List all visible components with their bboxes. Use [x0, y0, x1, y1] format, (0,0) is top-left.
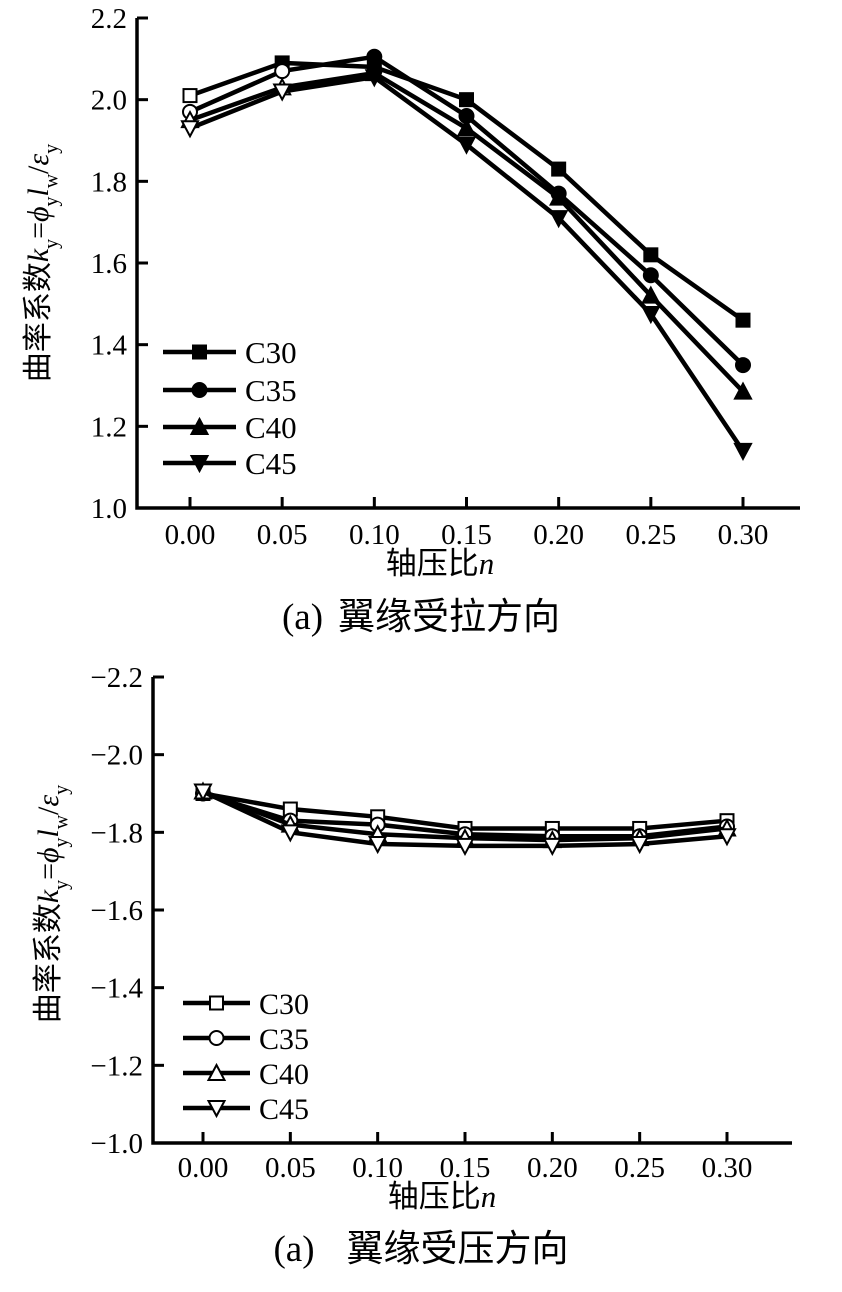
- x-tick-label: 0.05: [265, 1152, 316, 1184]
- x-tick-label: 0.20: [527, 1152, 578, 1184]
- y-tick-label: −1.8: [90, 817, 143, 849]
- series-marker-C45: [280, 824, 301, 843]
- series-marker-C45: [630, 835, 650, 855]
- series-marker-C30: [459, 92, 474, 108]
- series-marker-C45: [549, 210, 569, 229]
- x-tick-label: 0.00: [178, 1152, 229, 1184]
- x-tick-label: 0.20: [533, 519, 584, 551]
- legend-label-C45: C45: [259, 1093, 309, 1126]
- x-tick-label: 0.25: [614, 1152, 665, 1184]
- x-tick-label: 0.15: [440, 1152, 491, 1184]
- legend-marker-C30: [192, 344, 207, 360]
- x-axis-title: 轴压比n: [386, 546, 495, 581]
- series-marker-C35: [642, 267, 659, 284]
- x-tick-label: 0.25: [625, 519, 676, 551]
- x-tick-label: 0.10: [349, 519, 400, 551]
- flange-compression-chart: −2.2 −2.0 −1.8 −1.6 −1.4 −1.2 −1.0 0.00 0.05 0.10…: [32, 662, 792, 1214]
- series-marker-C45: [542, 837, 562, 857]
- caption-flange-tension: (a) 翼缘受拉方向: [0, 596, 842, 640]
- legend-marker-C45: [189, 455, 210, 474]
- y-tick-label: −2.2: [90, 662, 143, 694]
- legend-marker-C45: [206, 1100, 227, 1119]
- y-tick-label: −1.6: [90, 895, 143, 927]
- legend-marker-C40: [189, 416, 210, 435]
- series-marker-C30: [182, 88, 198, 104]
- y-axis-title: 曲率系数ky=ϕylw/εy: [32, 785, 73, 1023]
- x-tick-label: 0.05: [257, 519, 308, 551]
- caption-index-label: (a): [281, 597, 324, 638]
- y-tick-label: −1.2: [90, 1050, 143, 1082]
- x-axis-title: 轴压比n: [388, 1179, 497, 1214]
- x-tick-label: 0.30: [702, 1152, 753, 1184]
- legend-marker-C35: [191, 382, 208, 398]
- y-tick-label: 2.0: [91, 85, 127, 117]
- caption-title-text: 翼缘受拉方向: [338, 597, 561, 638]
- caption-title-text: 翼缘受压方向: [346, 1229, 569, 1270]
- y-tick-label: 1.0: [91, 493, 127, 525]
- legend-label-C35: C35: [259, 1023, 309, 1056]
- legend-marker-C40: [206, 1062, 227, 1081]
- series-marker-C45: [456, 136, 477, 155]
- series-marker-C45: [364, 69, 385, 88]
- series-marker-C40: [733, 381, 753, 400]
- series-marker-C40: [456, 118, 477, 137]
- series-marker-C30: [643, 247, 659, 263]
- y-tick-label: 2.2: [91, 3, 127, 35]
- series-marker-C35: [735, 357, 751, 374]
- series-marker-C35: [274, 63, 291, 80]
- series-marker-C45: [455, 837, 475, 857]
- series-marker-C45: [180, 120, 200, 139]
- series-marker-C30: [735, 312, 751, 328]
- x-tick-label: 0.00: [165, 519, 216, 551]
- y-tick-label: 1.6: [91, 248, 127, 280]
- legend-label-C40: C40: [259, 1058, 309, 1091]
- series-marker-C45: [717, 828, 737, 847]
- x-tick-label: 0.15: [441, 519, 492, 551]
- series-marker-C45: [641, 306, 661, 325]
- flange-tension-chart: 2.2 2.0 1.8 1.6 1.4 1.2 1.0 0.00 0.05 0.10 0.15 0.2…: [22, 3, 800, 581]
- series-marker-C45: [193, 783, 213, 802]
- series-marker-C45: [272, 83, 292, 102]
- y-tick-label: 1.2: [91, 411, 127, 443]
- x-tick-label: 0.10: [352, 1152, 403, 1184]
- legend-marker-C35: [208, 1030, 225, 1046]
- legend-label-C40: C40: [245, 410, 297, 445]
- series-marker-C30: [551, 161, 567, 177]
- x-tick-label: 0.30: [718, 519, 769, 551]
- legend-label-C35: C35: [245, 373, 297, 408]
- y-tick-label: −2.0: [90, 740, 143, 772]
- caption-flange-compression: (a) 翼缘受压方向: [0, 1228, 842, 1272]
- y-tick-label: 1.8: [91, 166, 127, 198]
- series-marker-C35: [366, 48, 383, 65]
- series-marker-C45: [367, 835, 388, 855]
- legend-marker-C30: [209, 995, 224, 1011]
- y-tick-label: 1.4: [91, 330, 128, 362]
- series-marker-C40: [549, 187, 569, 206]
- legend-label-C30: C30: [245, 335, 297, 370]
- series-marker-C45: [733, 442, 753, 461]
- legend-label-C30: C30: [259, 988, 309, 1021]
- series-marker-C40: [641, 285, 661, 304]
- caption-index-label: (a): [273, 1229, 315, 1270]
- y-axis-title: 曲率系数ky=ϕylw/εy: [22, 144, 63, 382]
- legend-label-C45: C45: [245, 446, 297, 481]
- y-tick-label: −1.0: [90, 1128, 143, 1160]
- y-tick-label: −1.4: [90, 973, 143, 1005]
